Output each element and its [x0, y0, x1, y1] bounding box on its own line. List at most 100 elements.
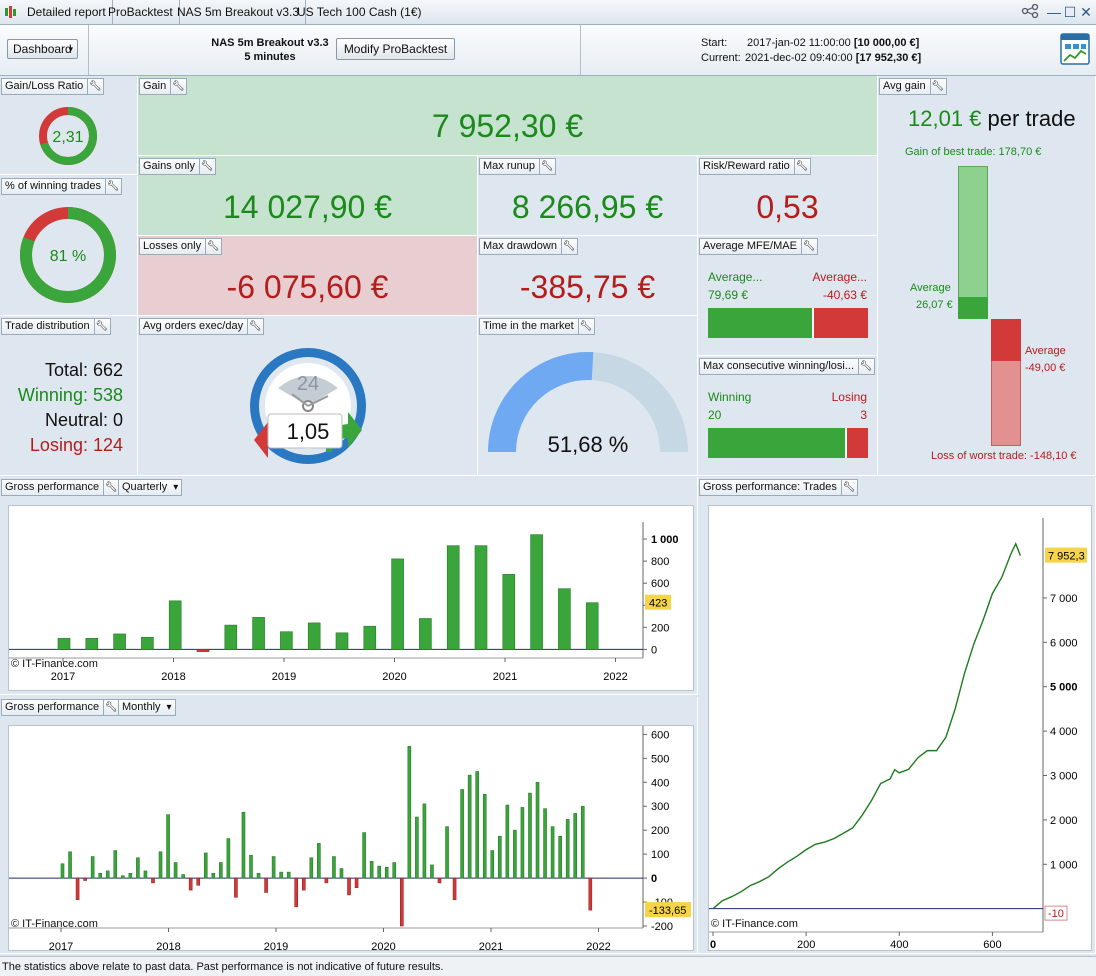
- wrench-icon[interactable]: 🔧︎: [577, 319, 593, 334]
- bar-positive: [90, 856, 95, 879]
- wrench-icon[interactable]: 🔧︎: [105, 179, 120, 194]
- y-tick-label: 5 000: [1050, 682, 1078, 694]
- wrench-icon[interactable]: 🔧︎: [170, 79, 185, 94]
- panel-title[interactable]: Gains only 🔧︎: [139, 158, 216, 175]
- bar-positive: [158, 851, 163, 879]
- wrench-icon[interactable]: 🔧︎: [103, 480, 118, 495]
- chevron-down-icon: ▾: [68, 44, 73, 54]
- wrench-icon[interactable]: 🔧︎: [800, 239, 816, 254]
- x-tick-label: 2021: [493, 671, 517, 683]
- panel-title[interactable]: Avg gain 🔧︎: [879, 78, 947, 95]
- gains-only-panel: Gains only 🔧︎ 14 027,90 €: [138, 156, 478, 236]
- bar-positive: [280, 631, 293, 650]
- panel-title[interactable]: Gain 🔧︎: [139, 78, 188, 95]
- wrench-icon[interactable]: 🔧︎: [198, 159, 214, 174]
- bar-positive: [558, 588, 571, 650]
- panel-title[interactable]: Gross performance 🔧︎: [1, 699, 121, 716]
- risk-reward-panel: Risk/Reward ratio 🔧︎ 0,53: [698, 156, 878, 236]
- wrench-icon[interactable]: 🔧︎: [858, 359, 873, 374]
- bar-positive: [520, 807, 525, 879]
- panel-title[interactable]: Time in the market 🔧︎: [479, 318, 595, 335]
- quarterly-chart[interactable]: 02004006008001 0002017201820192020202120…: [8, 505, 694, 691]
- minimize-icon[interactable]: —: [1047, 4, 1061, 20]
- wrench-icon[interactable]: 🔧︎: [840, 480, 856, 495]
- x-tick-label: 2022: [586, 941, 610, 950]
- tab-strategy[interactable]: NAS 5m Breakout v3.3: [171, 0, 307, 25]
- period-dropdown[interactable]: Monthly: [118, 699, 176, 716]
- wrench-icon[interactable]: 🔧︎: [205, 239, 220, 254]
- bar-positive: [173, 862, 178, 879]
- panel-title[interactable]: Avg orders exec/day 🔧︎: [139, 318, 265, 335]
- panel-title[interactable]: Max runup 🔧︎: [479, 158, 556, 175]
- wrench-icon[interactable]: 🔧︎: [87, 79, 102, 94]
- panel-title[interactable]: Trade distribution 🔧︎: [1, 318, 111, 335]
- tab-probacktest[interactable]: ProBacktest: [102, 0, 180, 25]
- panel-title[interactable]: Gross performance 🔧︎: [1, 479, 121, 496]
- bar-positive: [460, 789, 464, 879]
- period-dropdown[interactable]: Quarterly: [118, 479, 183, 496]
- report-header: Dashboard ▾ NAS 5m Breakout v3.3 5 minute…: [0, 25, 1096, 76]
- panel-title[interactable]: Average MFE/MAE 🔧︎: [699, 238, 818, 255]
- bar-positive: [339, 868, 344, 879]
- orders-clock-icon: 24 1,05: [250, 348, 366, 464]
- avg-positive-label: Average: [910, 282, 951, 294]
- tab-instrument[interactable]: US Tech 100 Cash (1€): [297, 5, 422, 19]
- modify-probacktest-button[interactable]: Modify ProBacktest: [336, 38, 455, 60]
- trades-chart[interactable]: 1 000 2 000 3 000 4 000 5 000 6 000 7 000 0 200 4…: [708, 505, 1092, 951]
- gauge-fill: [488, 352, 594, 452]
- bar-positive: [332, 856, 336, 879]
- tab-detailed-report[interactable]: Detailed report: [21, 0, 113, 25]
- maximize-icon[interactable]: ☐: [1063, 4, 1077, 20]
- y-tick-label: 0: [651, 644, 657, 656]
- bar-positive: [98, 873, 102, 879]
- losses-only-value: -6 075,60 €: [226, 269, 389, 305]
- avg-gain-value: 12,01 €: [908, 106, 982, 131]
- wrench-icon[interactable]: 🔧︎: [247, 319, 262, 334]
- panel-title[interactable]: Losses only 🔧︎: [139, 238, 223, 255]
- bar-negative: [196, 877, 201, 886]
- panel-title[interactable]: Max drawdown 🔧︎: [479, 238, 578, 255]
- title-bar: Detailed report ProBacktest NAS 5m Break…: [0, 0, 1096, 25]
- mfe-label: Average...: [708, 270, 763, 284]
- panel-title[interactable]: Gross performance: Trades 🔧︎: [699, 479, 858, 496]
- y-tick-label: 7 000: [1050, 593, 1078, 605]
- total-trades: Total: 662: [44, 360, 123, 380]
- bar-positive: [113, 850, 118, 879]
- losing-trades: Losing: 124: [29, 435, 123, 455]
- start-label: Start:: [701, 37, 728, 49]
- bar-positive: [384, 867, 389, 879]
- wrench-icon[interactable]: 🔧︎: [560, 239, 576, 254]
- panel-title[interactable]: Risk/Reward ratio 🔧︎: [699, 158, 811, 175]
- wrench-icon[interactable]: 🔧︎: [929, 79, 944, 94]
- max-drawdown-panel: Max drawdown 🔧︎ -385,75 €: [478, 236, 698, 316]
- panel-title[interactable]: % of winning trades 🔧︎: [1, 178, 122, 195]
- monthly-chart[interactable]: -200-10001002003004005006002017201820192…: [8, 725, 694, 953]
- y-tick-label: 600: [651, 729, 669, 741]
- mfe-mae-bar: [708, 308, 868, 338]
- start-capital: [10 000,00 €]: [853, 37, 920, 49]
- wrench-icon[interactable]: 🔧︎: [793, 159, 809, 174]
- bar-negative: [301, 877, 306, 891]
- equity-line: [712, 541, 1022, 910]
- wrench-icon[interactable]: 🔧︎: [538, 159, 554, 174]
- bar-positive: [166, 814, 170, 879]
- low-value-badge: [1044, 905, 1068, 921]
- best-trade-bar: [958, 166, 988, 319]
- report-settings-icon[interactable]: [1060, 33, 1090, 65]
- wrench-icon[interactable]: 🔧︎: [93, 319, 108, 334]
- quarterly-chart-svg: 02004006008001 0002017201820192020202120…: [9, 522, 679, 683]
- panel-title[interactable]: Max consecutive winning/losi... 🔧︎: [699, 358, 876, 375]
- y-tick-label: 300: [651, 801, 669, 813]
- bar-positive: [391, 558, 404, 650]
- panel-title[interactable]: Gain/Loss Ratio 🔧︎: [1, 78, 105, 95]
- x-tick-label: 2017: [51, 671, 75, 683]
- bar-negative: [354, 877, 359, 888]
- dashboard-dropdown[interactable]: Dashboard ▾: [7, 39, 78, 59]
- wrench-icon[interactable]: 🔧︎: [103, 700, 118, 715]
- share-icon[interactable]: [1020, 3, 1040, 20]
- bar-negative: [399, 877, 404, 927]
- mae-label: Average...: [812, 270, 867, 284]
- close-icon[interactable]: ✕: [1080, 4, 1092, 20]
- mfe-fill: [708, 308, 814, 338]
- bar-positive: [317, 843, 321, 879]
